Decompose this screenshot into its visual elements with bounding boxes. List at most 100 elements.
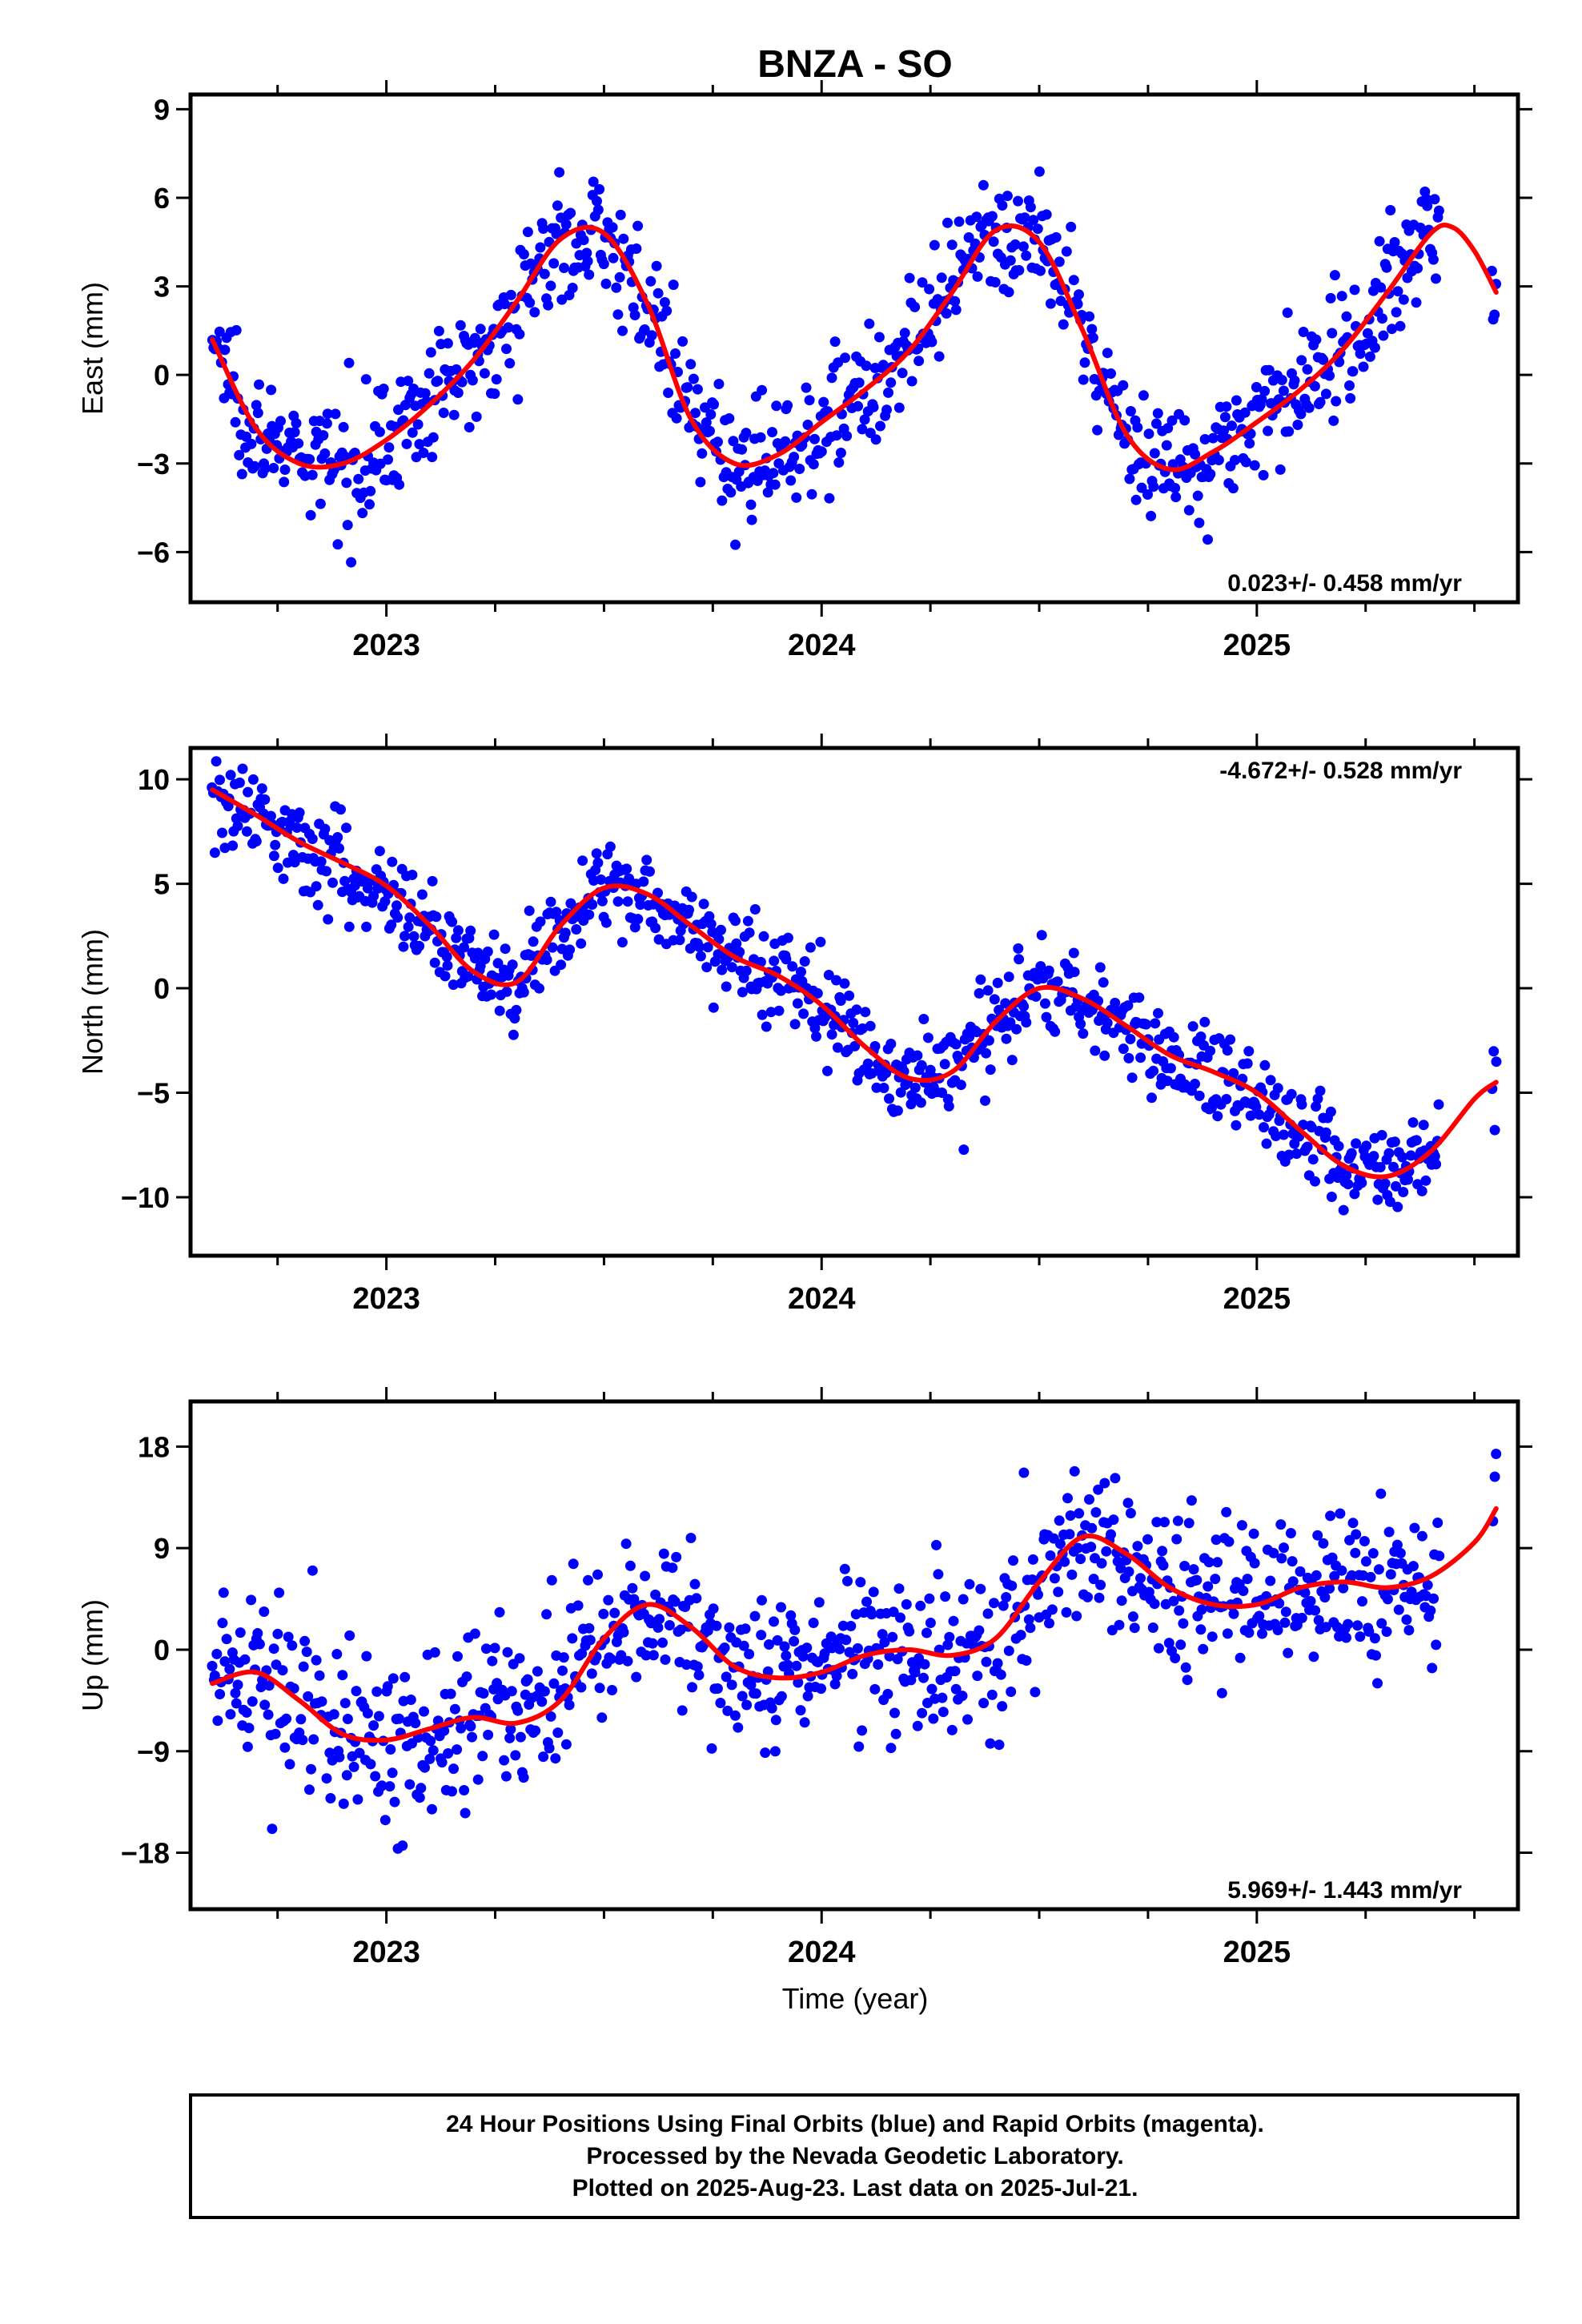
data-point: [1228, 1068, 1239, 1079]
data-point: [370, 1771, 381, 1782]
data-point: [909, 1082, 921, 1093]
data-point: [1272, 1083, 1283, 1094]
data-point: [806, 489, 817, 500]
data-point: [343, 921, 355, 932]
data-point: [321, 866, 332, 877]
data-point: [341, 477, 352, 489]
data-point: [567, 1633, 578, 1644]
data-point: [975, 974, 986, 985]
data-point: [1098, 977, 1109, 988]
data-point: [311, 1655, 322, 1666]
data-point: [890, 1728, 901, 1739]
data-point: [604, 841, 616, 852]
data-point: [332, 832, 343, 842]
data-point: [1357, 1596, 1367, 1607]
data-point: [1320, 1622, 1331, 1633]
data-point: [360, 374, 371, 385]
data-point: [237, 763, 248, 774]
data-point: [693, 1670, 705, 1681]
data-point: [1092, 424, 1103, 436]
data-point: [701, 417, 712, 428]
data-point: [853, 1741, 865, 1752]
data-point: [946, 1724, 958, 1735]
data-point: [428, 432, 439, 443]
data-point: [772, 1634, 783, 1646]
data-point: [514, 328, 525, 340]
data-point: [511, 1004, 522, 1015]
data-point: [387, 856, 398, 867]
data-point: [518, 987, 529, 998]
x-tick-label: 2025: [1223, 1936, 1291, 1969]
data-point: [1312, 1530, 1323, 1541]
data-point: [862, 1058, 873, 1069]
data-point: [1235, 1652, 1246, 1663]
data-point: [695, 476, 706, 488]
data-point: [1282, 308, 1293, 318]
data-point: [1375, 1162, 1386, 1172]
data-point: [992, 1658, 1003, 1669]
footer-line-3: Plotted on 2025-Aug-23. Last data on 202…: [572, 2175, 1138, 2201]
data-point: [1005, 255, 1016, 266]
data-point: [802, 1691, 813, 1702]
data-point: [279, 1742, 291, 1753]
data-point: [791, 1660, 802, 1671]
data-point: [256, 783, 267, 794]
data-point: [1271, 1131, 1282, 1141]
data-point: [224, 1663, 235, 1675]
data-point: [469, 1628, 480, 1639]
data-point: [552, 200, 563, 211]
data-point: [538, 1751, 549, 1763]
data-point: [243, 786, 254, 798]
data-point: [1212, 1111, 1223, 1122]
data-point: [831, 430, 842, 441]
data-point: [1407, 1117, 1419, 1128]
data-point: [1061, 1606, 1072, 1618]
data-point: [719, 1642, 730, 1653]
data-point: [985, 1738, 996, 1749]
data-point: [1106, 368, 1116, 379]
data-point: [1491, 1056, 1502, 1068]
data-point: [1050, 231, 1062, 243]
data-point: [617, 325, 628, 336]
data-point: [1326, 1192, 1337, 1202]
data-point: [831, 975, 841, 986]
data-point: [501, 986, 512, 997]
data-point: [958, 1144, 970, 1156]
data-point: [1263, 364, 1275, 376]
data-point: [1090, 1507, 1102, 1518]
data-point: [1054, 1515, 1065, 1526]
data-point: [1351, 1529, 1362, 1540]
data-point: [455, 320, 466, 331]
data-point: [730, 539, 741, 550]
data-point: [638, 876, 649, 887]
data-point: [975, 1583, 986, 1594]
data-point: [407, 870, 418, 880]
y-tick-label: 9: [154, 93, 170, 126]
data-point: [794, 464, 805, 474]
data-point: [312, 899, 323, 911]
data-point: [929, 239, 940, 251]
data-point: [721, 981, 732, 992]
data-point: [528, 936, 539, 947]
data-point: [660, 1654, 671, 1665]
data-point: [941, 308, 952, 319]
data-point: [1295, 1566, 1306, 1577]
data-point: [667, 1562, 678, 1574]
data-point: [1296, 1612, 1307, 1623]
data-point: [1289, 375, 1300, 386]
data-point: [1219, 425, 1229, 436]
data-point: [266, 384, 277, 396]
data-point: [392, 912, 404, 923]
data-point: [357, 508, 368, 519]
data-point: [1227, 420, 1237, 432]
data-point: [552, 1727, 564, 1739]
data-point: [507, 959, 518, 971]
data-point: [877, 1629, 888, 1640]
data-point: [1381, 1626, 1392, 1637]
figure-title: BNZA - SO: [757, 43, 953, 86]
data-point: [1227, 483, 1239, 494]
data-point: [500, 1771, 512, 1782]
data-point: [1110, 1473, 1121, 1484]
data-point: [1296, 355, 1307, 366]
data-point: [1355, 348, 1366, 360]
